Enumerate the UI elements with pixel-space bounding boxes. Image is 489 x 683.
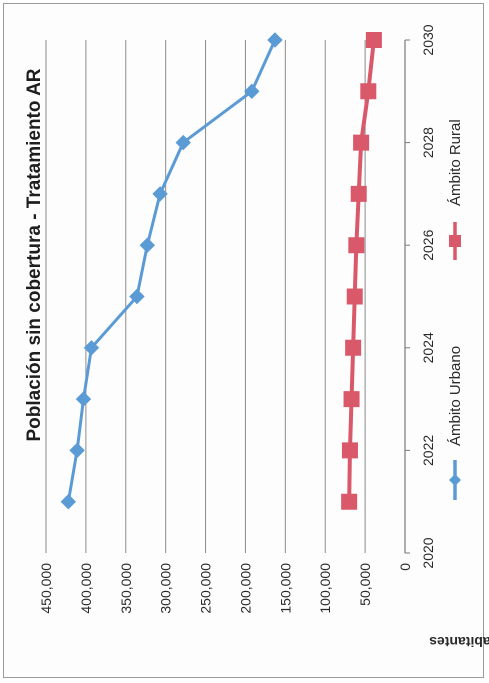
y-tick-label: 100,000 [317, 563, 333, 614]
data-point [365, 32, 382, 48]
data-point [353, 134, 370, 151]
legend-marker-urbano [449, 474, 461, 486]
gridlines [45, 40, 366, 553]
data-point [345, 339, 362, 356]
axis-labels: 0 50,000 100,000 150,000 200,000 250,000 300,0… [38, 24, 436, 613]
legend-marker-rural [449, 235, 461, 247]
legend-label-rural: Ámbito Rural [447, 119, 464, 206]
data-point [341, 493, 358, 510]
y-tick-label: 50,000 [357, 563, 373, 606]
data-point [83, 340, 100, 356]
x-tick-label: 2030 [420, 24, 436, 55]
legend-item-urbano: Ámbito Urbano [447, 346, 464, 500]
data-point [346, 288, 363, 305]
series-line-1 [347, 39, 376, 502]
y-axis-label: Habitantes [429, 634, 489, 650]
y-tick-label: 200,000 [237, 563, 253, 614]
data-point [139, 237, 156, 253]
data-point [267, 32, 283, 48]
data-point [60, 493, 77, 510]
series-layer [60, 32, 382, 510]
chart-frame [3, 3, 484, 678]
x-tick-label: 2020 [420, 537, 436, 568]
x-tick-label: 2024 [420, 332, 436, 363]
y-tick-label: 150,000 [277, 563, 293, 614]
x-tick-label: 2026 [420, 229, 436, 260]
y-tick-label: 400,000 [78, 563, 94, 614]
data-point [350, 185, 367, 202]
data-point [343, 391, 360, 408]
legend: Ámbito Urbano Ámbito Rural [447, 119, 464, 500]
data-point [69, 442, 85, 459]
data-point [341, 442, 358, 459]
data-point [175, 134, 191, 151]
plot-area [404, 39, 410, 554]
series-line-0 [66, 39, 277, 502]
x-tick-label: 2028 [420, 127, 436, 158]
data-point [75, 391, 92, 407]
y-tick-label: 300,000 [158, 563, 174, 614]
y-tick-label: 350,000 [118, 563, 134, 614]
data-point [348, 237, 365, 254]
data-point [244, 83, 260, 100]
legend-item-rural: Ámbito Rural [447, 119, 464, 260]
data-point [129, 288, 145, 305]
data-point [152, 186, 168, 202]
y-tick-label: 450,000 [38, 563, 54, 614]
chart-title: Población sin cobertura - Tratamiento AR [24, 68, 45, 441]
data-point [360, 83, 377, 100]
y-tick-label: 0 [397, 563, 413, 571]
y-tick-label: 250,000 [198, 563, 214, 614]
legend-label-urbano: Ámbito Urbano [447, 346, 464, 446]
x-tick-label: 2022 [420, 435, 436, 466]
